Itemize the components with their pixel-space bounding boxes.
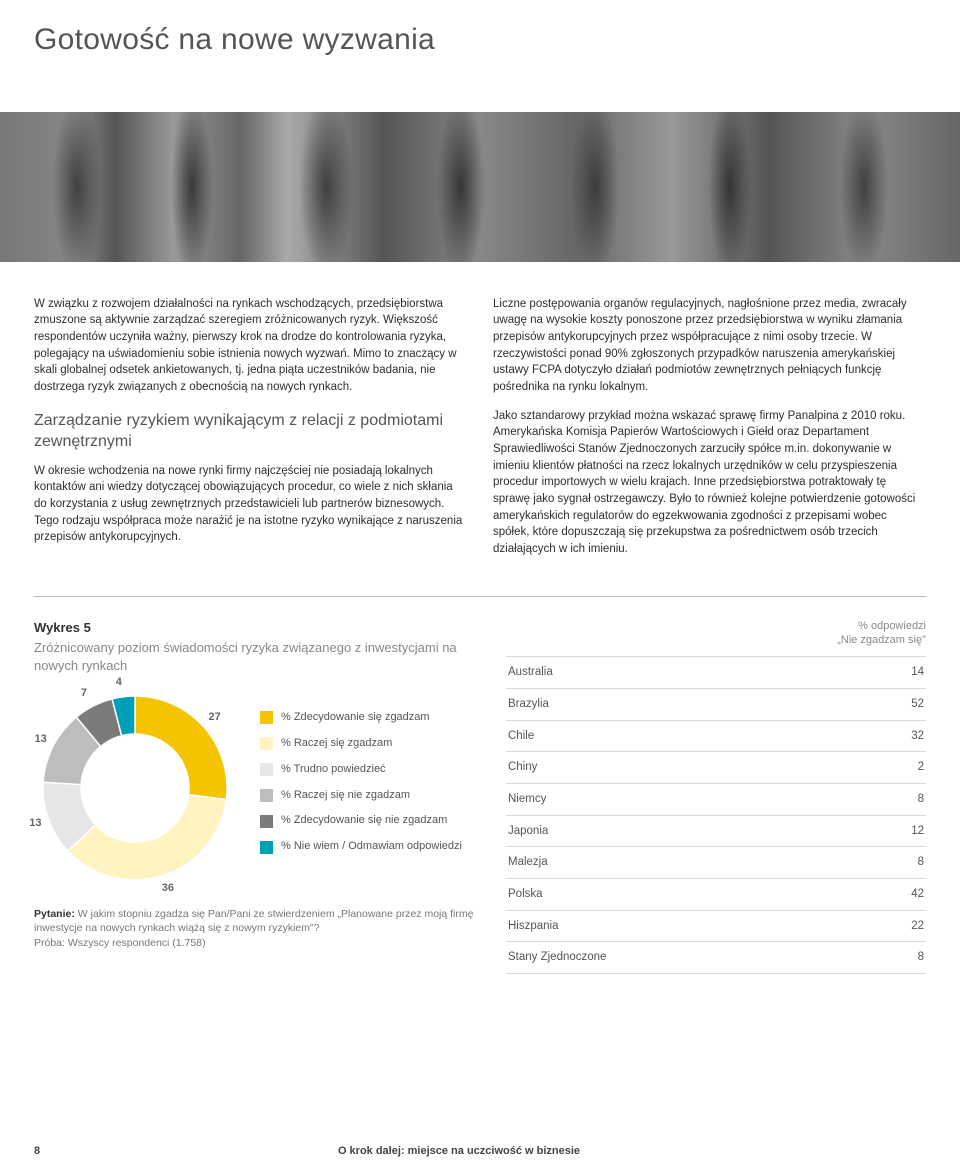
table-row: Stany Zjednoczone8 <box>506 942 926 974</box>
table-row: Brazylia52 <box>506 688 926 720</box>
donut-value-label: 13 <box>35 732 47 748</box>
lower-section: Wykres 5 Zróżnicowany poziom świadomości… <box>0 597 960 974</box>
value-cell: 8 <box>866 847 926 879</box>
value-cell: 42 <box>866 878 926 910</box>
paragraph: W okresie wchodzenia na nowe rynki firmy… <box>34 463 467 546</box>
paragraph: Liczne postępowania organów regulacyjnyc… <box>493 296 926 396</box>
question-text: W jakim stopniu zgadza się Pan/Pani ze s… <box>34 908 473 935</box>
legend-label: % Nie wiem / Odmawiam odpowiedzi <box>281 839 462 855</box>
legend-label: % Trudno powiedzieć <box>281 762 386 778</box>
country-cell: Chiny <box>506 752 866 784</box>
legend-swatch <box>260 841 273 854</box>
chart-question: Pytanie: W jakim stopniu zgadza się Pan/… <box>34 907 480 951</box>
footer-title: O krok dalej: miejsce na uczciwość w biz… <box>28 1144 890 1160</box>
country-cell: Chile <box>506 720 866 752</box>
legend-item: % Raczej się zgadzam <box>260 736 462 752</box>
country-cell: Niemcy <box>506 783 866 815</box>
value-cell: 2 <box>866 752 926 784</box>
chart-title: Wykres 5 <box>34 619 480 638</box>
country-cell: Malezja <box>506 847 866 879</box>
table-row: Australia14 <box>506 657 926 689</box>
value-cell: 8 <box>866 783 926 815</box>
table-row: Niemcy8 <box>506 783 926 815</box>
legend-label: % Zdecydowanie się nie zgadzam <box>281 813 447 829</box>
donut-value-label: 13 <box>29 816 41 832</box>
chart-subtitle: Zróżnicowany poziom świadomości ryzyka z… <box>34 639 480 674</box>
country-table-panel: % odpowiedzi „Nie zgadzam się" Australia… <box>506 619 926 974</box>
legend-item: % Raczej się nie zgadzam <box>260 788 462 804</box>
legend-label: % Raczej się zgadzam <box>281 736 392 752</box>
donut-value-label: 7 <box>81 686 87 702</box>
table-row: Chiny2 <box>506 752 926 784</box>
paragraph: Jako sztandarowy przykład można wskazać … <box>493 408 926 558</box>
legend-swatch <box>260 763 273 776</box>
country-cell: Japonia <box>506 815 866 847</box>
page-footer: 8 O krok dalej: miejsce na uczciwość w b… <box>34 1144 926 1160</box>
caption-line: % odpowiedzi <box>858 620 926 632</box>
chart-panel: Wykres 5 Zróżnicowany poziom świadomości… <box>34 619 480 974</box>
banner-image <box>0 112 960 262</box>
legend-item: % Zdecydowanie się zgadzam <box>260 710 462 726</box>
section-heading: Zarządzanie ryzykiem wynikającym z relac… <box>34 410 467 453</box>
donut-value-label: 36 <box>162 881 174 897</box>
value-cell: 12 <box>866 815 926 847</box>
value-cell: 14 <box>866 657 926 689</box>
donut-value-label: 4 <box>116 675 122 691</box>
caption-line: „Nie zgadzam się" <box>837 634 926 646</box>
table-row: Malezja8 <box>506 847 926 879</box>
page-title: Gotowość na nowe wyzwania <box>0 0 960 62</box>
country-table: Australia14Brazylia52Chile32Chiny2Niemcy… <box>506 656 926 974</box>
legend-swatch <box>260 711 273 724</box>
country-cell: Australia <box>506 657 866 689</box>
country-cell: Polska <box>506 878 866 910</box>
value-cell: 8 <box>866 942 926 974</box>
sample-text: Próba: Wszyscy respondenci (1.758) <box>34 937 206 949</box>
legend-label: % Zdecydowanie się zgadzam <box>281 710 430 726</box>
right-column: Liczne postępowania organów regulacyjnyc… <box>493 296 926 570</box>
country-cell: Hiszpania <box>506 910 866 942</box>
legend-label: % Raczej się nie zgadzam <box>281 788 410 804</box>
question-label: Pytanie: <box>34 908 75 920</box>
donut-slice <box>68 794 226 879</box>
table-row: Chile32 <box>506 720 926 752</box>
value-cell: 32 <box>866 720 926 752</box>
legend-swatch <box>260 815 273 828</box>
paragraph: W związku z rozwojem działalności na ryn… <box>34 296 467 396</box>
donut-chart: 2736131374 <box>40 693 230 883</box>
country-cell: Brazylia <box>506 688 866 720</box>
table-row: Hiszpania22 <box>506 910 926 942</box>
value-cell: 22 <box>866 910 926 942</box>
table-row: Japonia12 <box>506 815 926 847</box>
chart-area: 2736131374 % Zdecydowanie się zgadzam % R… <box>34 693 480 883</box>
table-row: Polska42 <box>506 878 926 910</box>
legend-item: % Nie wiem / Odmawiam odpowiedzi <box>260 839 462 855</box>
body-columns: W związku z rozwojem działalności na ryn… <box>0 262 960 570</box>
country-cell: Stany Zjednoczone <box>506 942 866 974</box>
legend-swatch <box>260 789 273 802</box>
left-column: W związku z rozwojem działalności na ryn… <box>34 296 467 570</box>
table-caption: % odpowiedzi „Nie zgadzam się" <box>506 619 926 649</box>
legend-item: % Trudno powiedzieć <box>260 762 462 778</box>
donut-value-label: 27 <box>209 710 221 726</box>
legend-item: % Zdecydowanie się nie zgadzam <box>260 813 462 829</box>
value-cell: 52 <box>866 688 926 720</box>
legend-swatch <box>260 737 273 750</box>
chart-legend: % Zdecydowanie się zgadzam % Raczej się z… <box>260 710 462 866</box>
